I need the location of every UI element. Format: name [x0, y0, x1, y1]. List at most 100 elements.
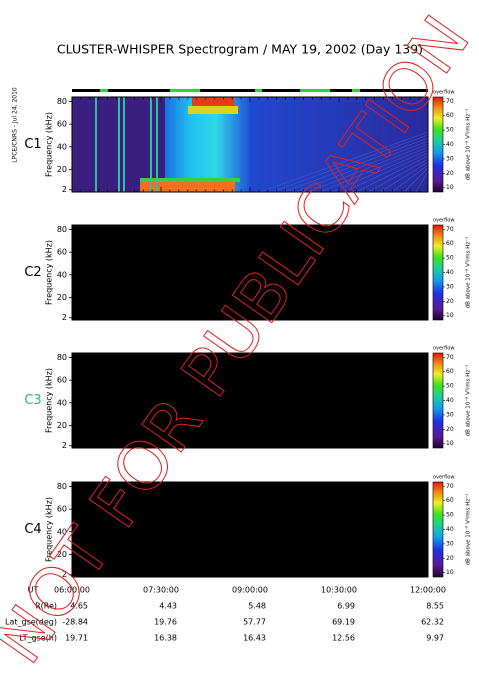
ephemeris-label: Lat_gse(deg) — [5, 618, 57, 627]
colorbar-tick-label: 30 — [446, 283, 454, 290]
y-tick-label: 80 — [57, 225, 67, 234]
y-tick-label: 2 — [62, 441, 67, 450]
spectrogram-streak — [259, 131, 429, 193]
ephemeris-value: 9.97 — [426, 634, 444, 643]
colorbar-tick-label: 20 — [446, 555, 454, 562]
flag-segment — [100, 89, 108, 92]
spectrogram-streak — [271, 134, 429, 193]
colorbar-label: dB above 10⁻⁸ V²rms Hz⁻¹ — [465, 494, 472, 566]
colorbar-label: dB above 10⁻⁸ V²rms Hz⁻¹ — [465, 109, 472, 181]
spectrogram-region — [150, 97, 152, 192]
ephemeris-value: 19.71 — [65, 634, 88, 643]
flag-segment — [300, 89, 330, 92]
time-tick-label: 09:00:00 — [232, 586, 268, 595]
colorbar-tick-label: 20 — [446, 298, 454, 305]
time-tick-label: 06:00:00 — [54, 586, 90, 595]
y-tick-label: 60 — [57, 120, 67, 129]
spectrogram-region — [123, 97, 125, 192]
colorbar-tick-label: 50 — [446, 512, 454, 519]
spectrogram-region — [140, 182, 235, 192]
y-tick-label: 60 — [57, 505, 67, 514]
colorbar-tick-label: 70 — [446, 226, 454, 233]
spectrogram-region — [156, 97, 158, 192]
colorbar-tick-label: 60 — [446, 497, 454, 504]
colorbar-tick-label: 60 — [446, 240, 454, 247]
spectrogram-region — [140, 178, 240, 182]
colorbar-tick-label: 20 — [446, 170, 454, 177]
ephemeris-value: 19.76 — [154, 618, 177, 627]
flag-segment — [170, 89, 200, 92]
colorbar-tick-label: 70 — [446, 98, 454, 105]
title: CLUSTER-WHISPER Spectrogram / MAY 19, 20… — [57, 42, 423, 57]
colorbar-label: dB above 10⁻⁸ V²rms Hz⁻¹ — [465, 237, 472, 309]
colorbar-tick-label: 20 — [446, 426, 454, 433]
ephemeris-value: 16.43 — [243, 634, 266, 643]
flag-segment — [255, 89, 262, 92]
spectrogram-streak — [403, 167, 429, 193]
spectrogram-streak — [307, 143, 429, 193]
colorbar-top-label: overflow — [433, 218, 454, 224]
spectrogram-streak — [355, 155, 429, 193]
spectrogram-streak — [319, 146, 429, 193]
flag-bar — [72, 89, 428, 92]
ephemeris-value: -28.84 — [62, 618, 88, 627]
spectrogram-streak — [283, 137, 429, 193]
colorbar-tick-label: 70 — [446, 483, 454, 490]
y-tick-label: 20 — [57, 550, 67, 559]
ephemeris-value: 5.48 — [248, 602, 266, 611]
panel-label: C2 — [24, 265, 41, 280]
spectrogram-region — [250, 97, 428, 192]
ephemeris-value: 69.19 — [332, 618, 355, 627]
spectrogram-streak — [367, 158, 429, 193]
y-tick-label: 2 — [62, 570, 67, 579]
panel-label: C3 — [24, 393, 41, 408]
colorbar-tick-label: 50 — [446, 255, 454, 262]
flag-segment — [352, 89, 360, 92]
colorbar-tick-label: 40 — [446, 269, 454, 276]
colorbar-tick-label: 60 — [446, 368, 454, 375]
y-tick-label: 80 — [57, 97, 67, 106]
ephemeris: UT 06:00:00 07:30:00 09:00:00 10:30:00 12:00:… — [5, 586, 446, 643]
time-axis-label: UT — [28, 586, 39, 595]
ephemeris-value: 4.65 — [70, 602, 88, 611]
spectrogram-streak — [379, 161, 429, 193]
colorbar-top-label: overflow — [433, 346, 454, 352]
colorbar-tick-label: 30 — [446, 155, 454, 162]
colorbar-tick-label: 10 — [446, 569, 454, 576]
y-tick-label: 60 — [57, 248, 67, 257]
time-tick-label: 12:00:00 — [410, 586, 446, 595]
colorbar-tick-label: 40 — [446, 526, 454, 533]
panel-label: C4 — [24, 522, 41, 537]
y-tick-label: 20 — [57, 293, 67, 302]
spectrogram-region — [95, 97, 97, 192]
colorbar-top-label: overflow — [433, 475, 454, 481]
ephemeris-value: 4.43 — [159, 602, 177, 611]
colorbar-tick-label: 60 — [446, 112, 454, 119]
y-tick-label: 20 — [57, 421, 67, 430]
spectrogram-streak — [343, 152, 429, 193]
y-axis-label: Frequency (kHz) — [45, 240, 54, 305]
y-tick-label: 60 — [57, 376, 67, 385]
y-axis-label: Frequency (kHz) — [45, 497, 54, 562]
colorbar-tick-label: 10 — [446, 184, 454, 191]
y-tick-label: 80 — [57, 482, 67, 491]
colorbar-tick-label: 10 — [446, 440, 454, 447]
spectrogram-streak — [391, 164, 429, 193]
time-tick-label: 07:30:00 — [143, 586, 179, 595]
spectrogram-bg — [72, 353, 428, 448]
spectrogram-region — [188, 106, 238, 114]
y-axis-label: Frequency (kHz) — [45, 368, 54, 433]
spectrogram-streak — [415, 170, 429, 193]
ephemeris-value: 57.77 — [243, 618, 266, 627]
colorbar-label: dB above 10⁻⁸ V²rms Hz⁻¹ — [465, 365, 472, 437]
colorbar-tick-label: 10 — [446, 312, 454, 319]
colorbar-tick-label: 30 — [446, 411, 454, 418]
spectrogram-bg — [72, 225, 428, 320]
colorbar — [432, 481, 444, 578]
ephemeris-value: 8.55 — [426, 602, 444, 611]
colorbar-tick-label: 40 — [446, 397, 454, 404]
